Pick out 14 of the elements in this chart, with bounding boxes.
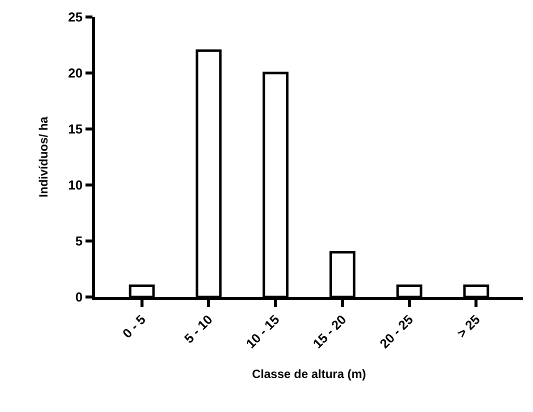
y-tick-label: 25 bbox=[68, 10, 83, 25]
x-tick-label: 15 - 20 bbox=[310, 312, 350, 352]
x-tick-label: 5 - 10 bbox=[181, 312, 216, 346]
y-tick-label: 20 bbox=[68, 66, 83, 81]
y-tick-label: 15 bbox=[68, 122, 83, 137]
y-tick-label: 0 bbox=[75, 290, 83, 305]
y-axis-title: Indivíduos/ ha bbox=[36, 116, 50, 198]
x-axis-title: Classe de altura (m) bbox=[252, 367, 366, 382]
x-tick-label: 20 - 25 bbox=[376, 312, 416, 352]
y-tick-label: 5 bbox=[75, 234, 83, 249]
x-tick-label: 0 - 5 bbox=[120, 312, 149, 341]
x-tick-label: > 25 bbox=[454, 312, 483, 341]
y-tick-label: 10 bbox=[68, 178, 83, 193]
x-tick-label: 10 - 15 bbox=[243, 312, 282, 352]
